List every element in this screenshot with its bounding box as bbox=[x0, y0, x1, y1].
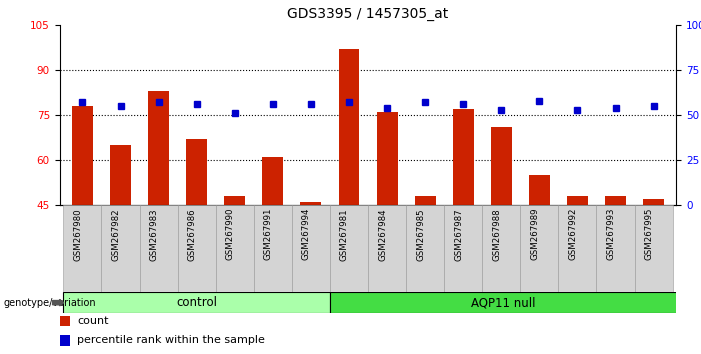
Bar bbox=[491, 127, 512, 205]
Bar bbox=[102, 205, 139, 292]
Bar bbox=[60, 335, 70, 346]
Title: GDS3395 / 1457305_at: GDS3395 / 1457305_at bbox=[287, 7, 449, 21]
Text: GSM267988: GSM267988 bbox=[492, 208, 501, 261]
Bar bbox=[453, 109, 474, 205]
Bar bbox=[406, 205, 444, 292]
Bar bbox=[301, 202, 321, 205]
Bar bbox=[177, 205, 216, 292]
Bar bbox=[148, 91, 169, 205]
Bar bbox=[643, 199, 664, 205]
Bar bbox=[368, 205, 406, 292]
Text: count: count bbox=[77, 316, 109, 326]
Bar bbox=[292, 205, 330, 292]
Text: GSM267991: GSM267991 bbox=[264, 208, 273, 261]
Text: GSM267980: GSM267980 bbox=[74, 208, 83, 261]
Text: AQP11 null: AQP11 null bbox=[471, 296, 536, 309]
Bar bbox=[110, 145, 131, 205]
Text: GSM267986: GSM267986 bbox=[188, 208, 197, 261]
Bar bbox=[529, 175, 550, 205]
Bar bbox=[520, 205, 559, 292]
Bar bbox=[330, 205, 368, 292]
Bar bbox=[567, 196, 588, 205]
Text: GSM267993: GSM267993 bbox=[606, 208, 615, 261]
Text: GSM267994: GSM267994 bbox=[302, 208, 311, 261]
Bar bbox=[139, 205, 177, 292]
Text: GSM267982: GSM267982 bbox=[111, 208, 121, 261]
Bar bbox=[60, 316, 70, 326]
Text: GSM267992: GSM267992 bbox=[569, 208, 578, 261]
Text: GSM267985: GSM267985 bbox=[416, 208, 425, 261]
Bar bbox=[254, 205, 292, 292]
Text: GSM267990: GSM267990 bbox=[226, 208, 235, 261]
Text: percentile rank within the sample: percentile rank within the sample bbox=[77, 335, 265, 346]
Bar bbox=[376, 112, 397, 205]
Bar bbox=[605, 196, 626, 205]
Bar bbox=[339, 49, 360, 205]
Bar bbox=[216, 205, 254, 292]
Text: GSM267981: GSM267981 bbox=[340, 208, 349, 261]
Bar bbox=[63, 292, 330, 313]
Bar bbox=[72, 106, 93, 205]
Bar bbox=[634, 205, 673, 292]
Bar bbox=[597, 205, 634, 292]
Text: GSM267987: GSM267987 bbox=[454, 208, 463, 261]
Text: control: control bbox=[176, 296, 217, 309]
Text: genotype/variation: genotype/variation bbox=[4, 298, 96, 308]
Bar bbox=[415, 196, 435, 205]
Bar bbox=[186, 139, 207, 205]
Text: GSM267983: GSM267983 bbox=[149, 208, 158, 261]
Text: GSM267989: GSM267989 bbox=[531, 208, 539, 261]
Text: GSM267995: GSM267995 bbox=[645, 208, 653, 261]
Bar bbox=[559, 205, 597, 292]
Bar bbox=[63, 205, 102, 292]
Bar bbox=[444, 205, 482, 292]
Bar bbox=[224, 196, 245, 205]
Text: GSM267984: GSM267984 bbox=[378, 208, 387, 261]
Bar bbox=[262, 157, 283, 205]
Bar bbox=[482, 205, 520, 292]
Bar bbox=[330, 292, 692, 313]
